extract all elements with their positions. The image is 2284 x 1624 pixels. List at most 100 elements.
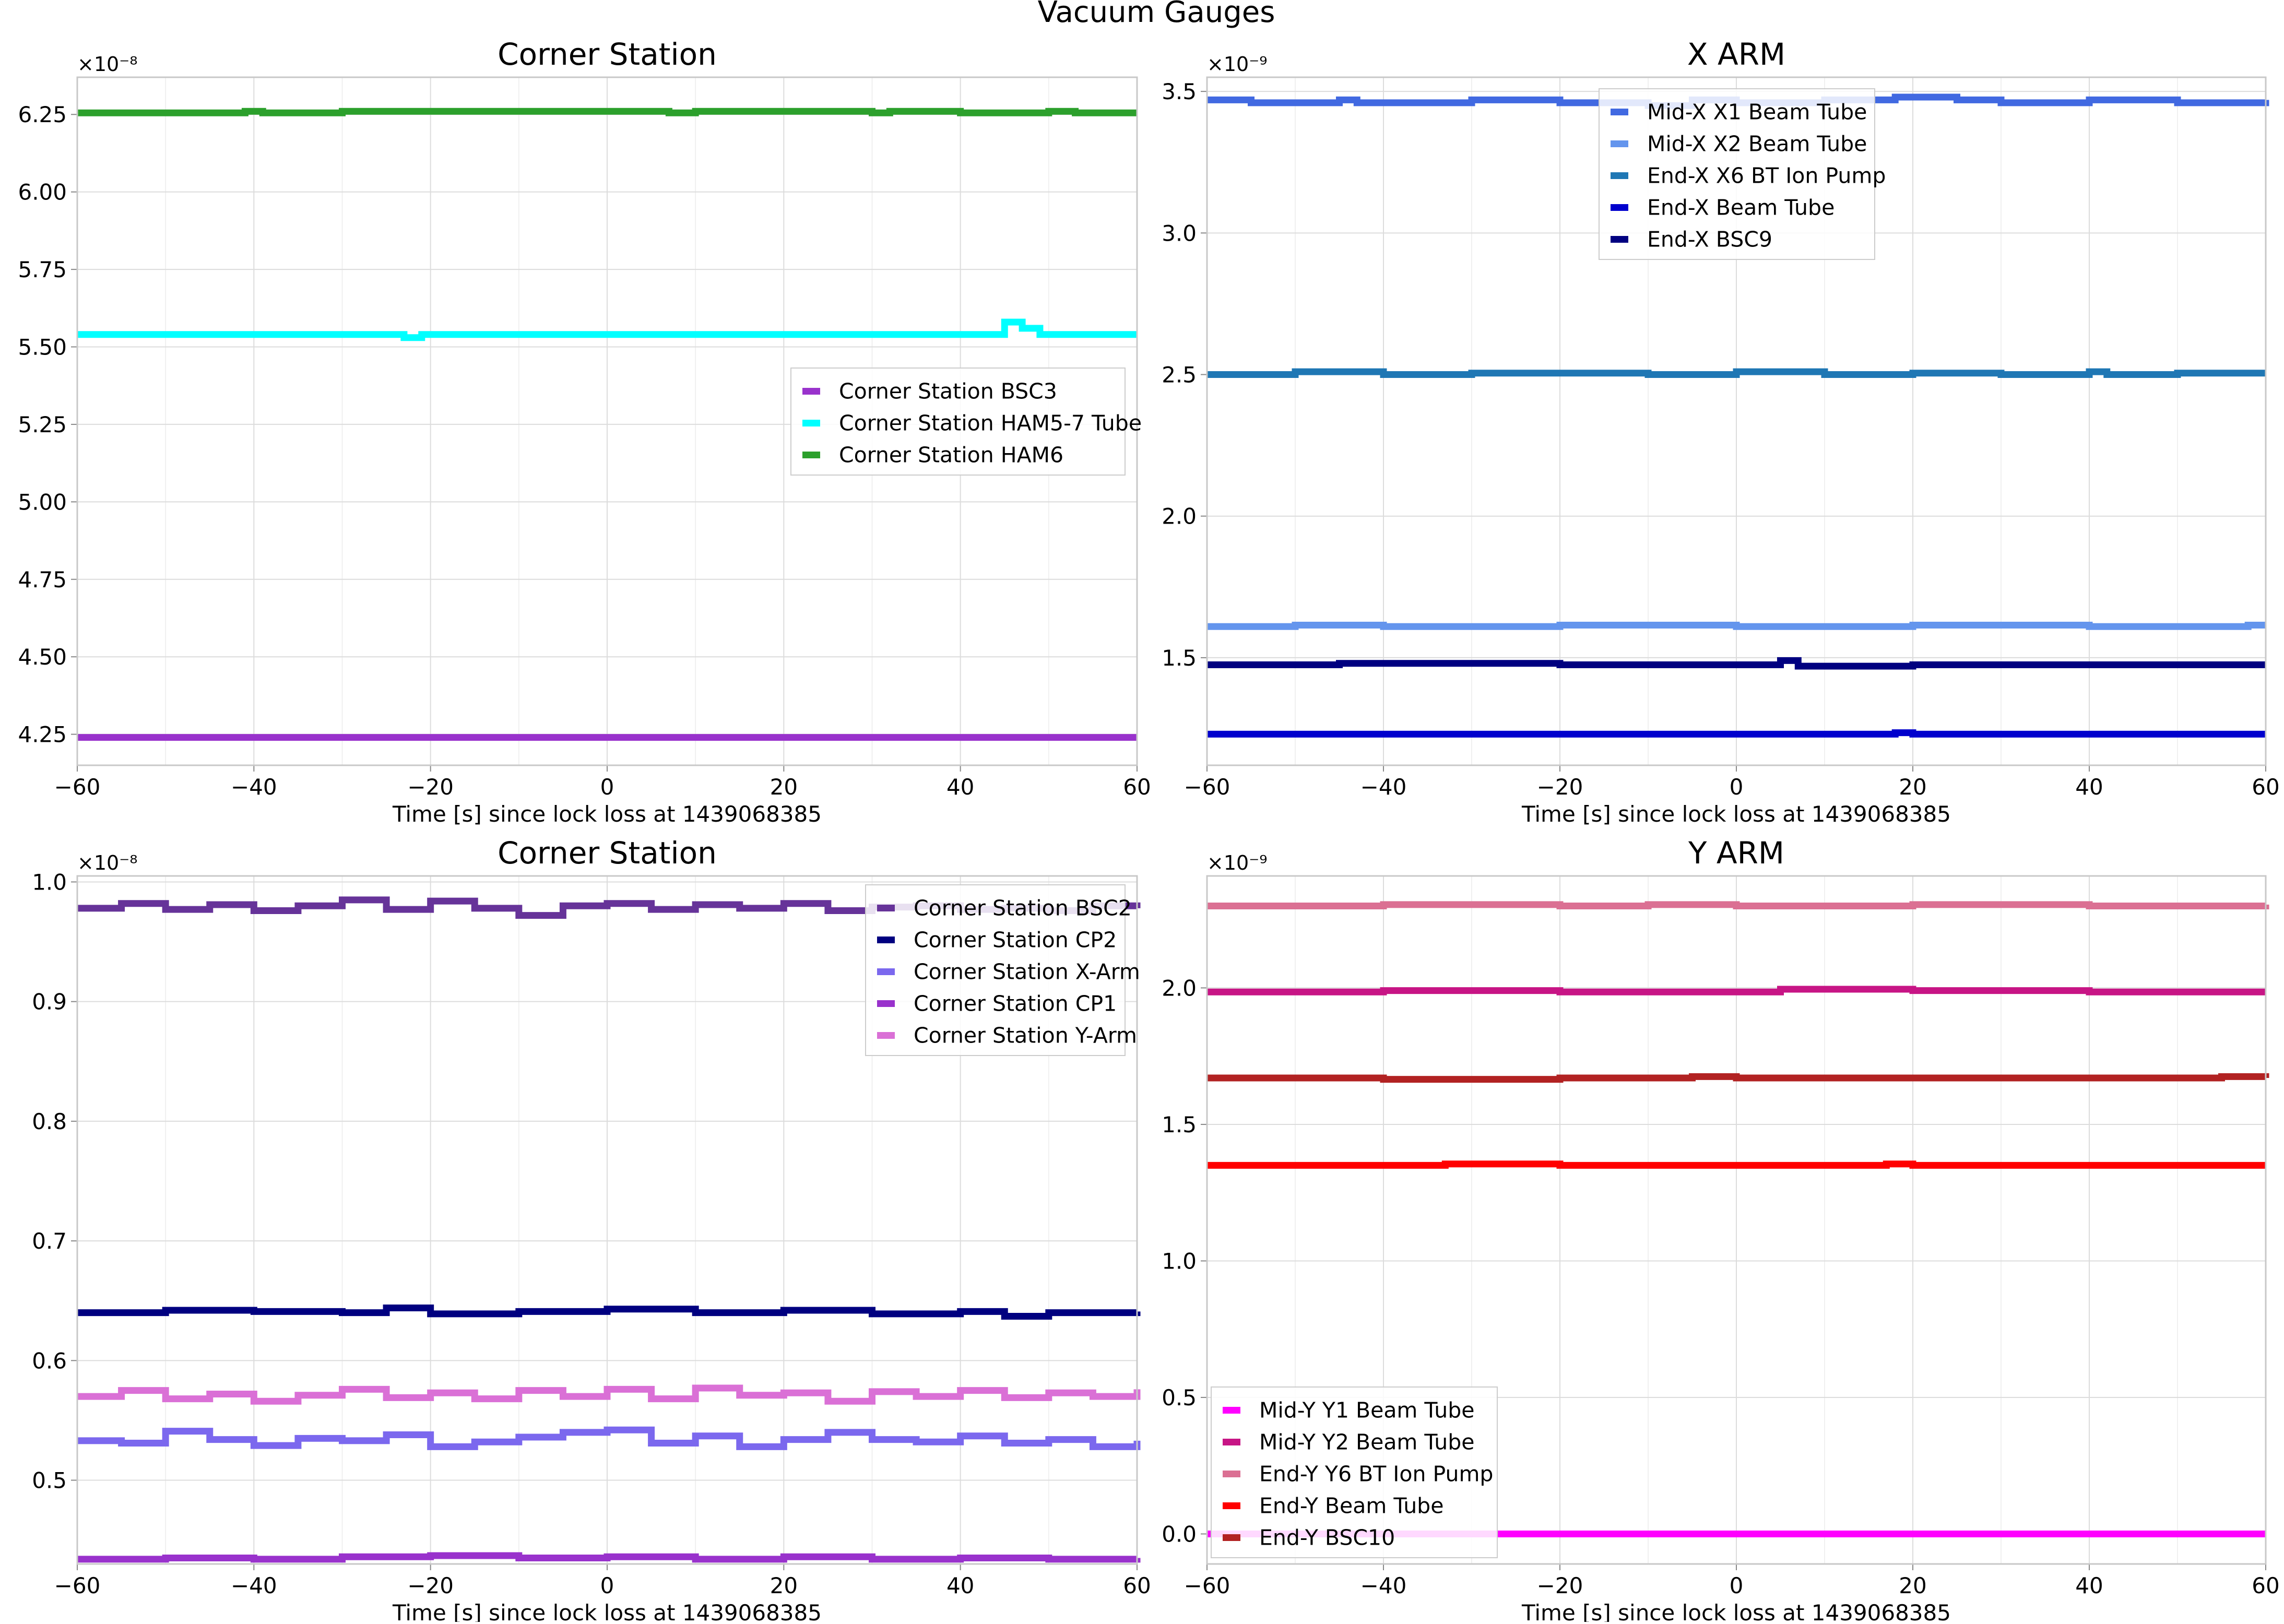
series-line-mid-x-x2-beam-tube (1207, 622, 2266, 630)
x-tick-label: −60 (54, 1573, 101, 1598)
series-line-corner-station-ham6 (77, 108, 1137, 116)
legend-label: End-Y Y6 BT Ion Pump (1259, 1462, 1493, 1487)
series-line-end-y-beam-tube (1207, 1160, 2266, 1169)
series-line-end-y-y6-bt-ion-pump (1207, 901, 2269, 910)
y-tick-label: 0.6 (32, 1348, 67, 1373)
series-line-corner-station-cp2 (77, 1304, 1141, 1320)
legend-label: End-X Beam Tube (1647, 195, 1835, 220)
x-tick-label: 40 (946, 774, 974, 800)
x-tick-label: 60 (2252, 774, 2279, 800)
x-axis-label: Time [s] since lock loss at 1439068385 (1521, 801, 1951, 827)
series-line-end-x-bsc9 (1207, 657, 2266, 670)
chart-title: Corner Station (498, 835, 717, 871)
x-tick-label: −40 (1360, 774, 1407, 800)
x-tick-label: 40 (2075, 774, 2103, 800)
plot-frame (1206, 875, 2267, 1565)
legend-label: Corner Station CP2 (914, 928, 1117, 953)
y-tick-label: 2.0 (1162, 504, 1197, 529)
series-line-corner-station-cp1 (77, 1552, 1141, 1563)
y-tick-label: 1.0 (32, 869, 67, 895)
y-tick-label: 0.5 (32, 1468, 67, 1493)
y-tick-label: 1.0 (1162, 1248, 1197, 1274)
x-tick-label: 60 (2252, 1573, 2279, 1598)
x-tick-label: −60 (1184, 1573, 1230, 1598)
legend-label: End-X X6 BT Ion Pump (1647, 163, 1886, 188)
y-tick-label: 0.8 (32, 1109, 67, 1134)
axis-offset-text: ×10⁻⁹ (1207, 53, 1267, 76)
series-line-end-x-beam-tube (1207, 729, 2266, 738)
legend-label: Corner Station X-Arm (914, 959, 1140, 985)
x-axis-label: Time [s] since lock loss at 1439068385 (1521, 1600, 1951, 1622)
legend-label: Corner Station BSC2 (914, 896, 1132, 921)
y-tick-label: 5.75 (18, 257, 67, 282)
series-line-corner-station-x-arm (77, 1426, 1141, 1450)
axis-offset-text: ×10⁻⁸ (77, 851, 137, 874)
y-tick-label: 2.0 (1162, 975, 1197, 1001)
legend-label: End-Y Beam Tube (1259, 1493, 1443, 1519)
x-tick-label: 20 (770, 774, 798, 800)
series-line-mid-y-y2-beam-tube (1207, 986, 2266, 995)
series-line-corner-station-ham5-7-tube (77, 318, 1137, 341)
y-tick-label: 2.5 (1162, 362, 1197, 388)
y-tick-label: 4.25 (18, 722, 67, 748)
x-axis-label: Time [s] since lock loss at 1439068385 (392, 1600, 822, 1622)
legend-box (790, 368, 1126, 476)
x-tick-label: 20 (1899, 1573, 1926, 1598)
x-tick-label: 40 (946, 1573, 974, 1598)
legend-label: Mid-Y Y1 Beam Tube (1259, 1398, 1474, 1423)
x-tick-label: 0 (1730, 1573, 1744, 1598)
figure-title: Vacuum Gauges (1038, 0, 1275, 29)
y-tick-label: 0.0 (1162, 1521, 1197, 1547)
x-tick-label: −20 (1537, 1573, 1583, 1598)
y-tick-label: 6.00 (18, 180, 67, 205)
legend-label: Corner Station HAM6 (839, 443, 1063, 468)
axis-offset-text: ×10⁻⁹ (1207, 851, 1267, 874)
chart-panel-4: −60 −40 −20 0 20 40 60 0.0 0.5 1.0 1.5 2.0 Y ARM ×10⁻… (1162, 835, 2280, 1624)
x-tick-label: 20 (770, 1573, 798, 1598)
chart-title: Y ARM (1688, 835, 1784, 871)
y-tick-label: 3.0 (1162, 220, 1197, 246)
legend-label: Corner Station CP1 (914, 991, 1117, 1016)
legend-label: Mid-X X2 Beam Tube (1647, 132, 1867, 157)
x-tick-label: −40 (1360, 1573, 1407, 1598)
legend-label: Corner Station HAM5-7 Tube (839, 411, 1142, 436)
x-tick-label: 0 (600, 774, 614, 800)
x-tick-label: 20 (1899, 774, 1926, 800)
series-line-end-y-bsc10 (1207, 1073, 2269, 1083)
legend: Mid-X X1 Beam Tube Mid-X X2 Beam Tube End-… (1599, 88, 1886, 260)
chart-panel-3: −60 −40 −20 0 20 40 60 0.5 0.6 0.7 0.8 0.9 1.0 Corner… (32, 835, 1151, 1624)
axis-offset-text: ×10⁻⁸ (77, 53, 137, 76)
x-tick-label: −20 (1537, 774, 1583, 800)
legend-label: End-X BSC9 (1647, 227, 1772, 252)
y-tick-label: 4.50 (18, 644, 67, 670)
y-tick-label: 0.9 (32, 989, 67, 1015)
legend-box (865, 884, 1126, 1056)
legend-label: Corner Station Y-Arm (914, 1023, 1137, 1048)
x-tick-label: −40 (231, 1573, 277, 1598)
y-tick-label: 5.00 (18, 489, 67, 515)
x-axis-label: Time [s] since lock loss at 1439068385 (392, 801, 822, 827)
y-tick-label: 1.5 (1162, 645, 1197, 671)
plot-frame (76, 875, 1138, 1565)
x-tick-label: −60 (1184, 774, 1230, 800)
legend-label: Corner Station BSC3 (839, 379, 1057, 404)
x-tick-label: −20 (407, 1573, 454, 1598)
chart-panel-1: −60 −40 −20 0 20 40 60 4.25 4.50 4.75 5.00 5.25 5.50… (18, 37, 1151, 827)
legend: Mid-Y Y1 Beam Tube Mid-Y Y2 Beam Tube End-… (1211, 1386, 1498, 1558)
y-tick-label: 3.5 (1162, 79, 1197, 104)
x-tick-label: −40 (231, 774, 277, 800)
legend-label: Mid-Y Y2 Beam Tube (1259, 1430, 1474, 1455)
plot-frame (76, 76, 1138, 766)
y-tick-label: 0.5 (1162, 1385, 1197, 1410)
legend: Corner Station BSC2 Corner Station CP2 Cor… (865, 884, 1140, 1056)
y-tick-label: 1.5 (1162, 1112, 1197, 1137)
chart-title: Corner Station (498, 37, 717, 72)
x-tick-label: 60 (1123, 1573, 1151, 1598)
series-line-corner-station-y-arm (77, 1384, 1141, 1405)
x-tick-label: 40 (2075, 1573, 2103, 1598)
x-tick-label: 0 (1730, 774, 1744, 800)
legend-label: Mid-X X1 Beam Tube (1647, 100, 1867, 125)
y-tick-label: 6.25 (18, 102, 67, 127)
